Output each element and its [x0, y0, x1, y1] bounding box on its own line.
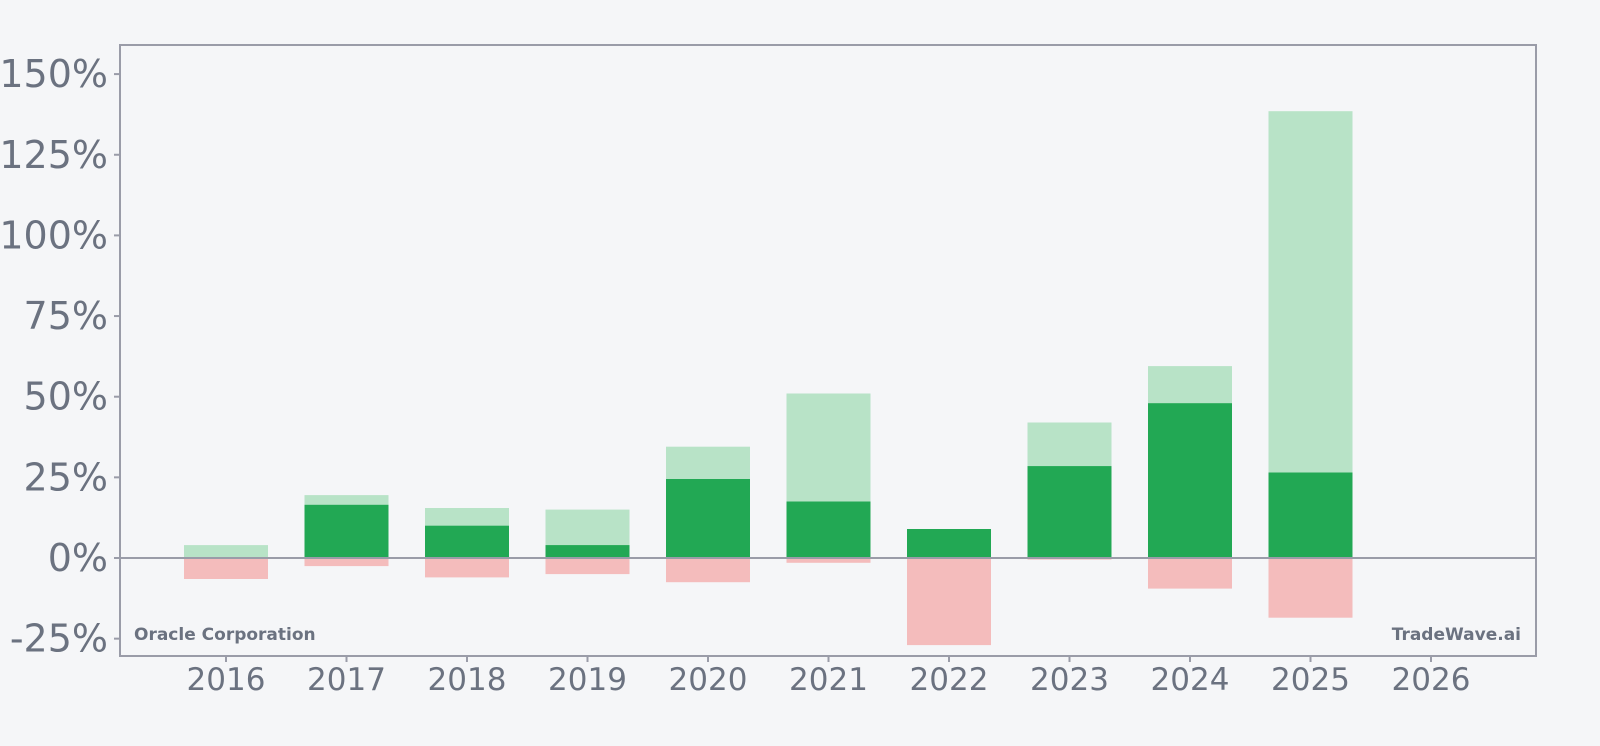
y-tick-label: 125% — [0, 133, 108, 177]
bar-annual-return-2017 — [304, 504, 389, 558]
bar-max-drawdown-2021 — [786, 558, 871, 563]
x-tick-label: 2025 — [1271, 662, 1350, 698]
bar-max-drawdown-2024 — [1148, 558, 1232, 589]
x-tick-label: 2026 — [1392, 662, 1471, 698]
bar-max-gain-2016 — [184, 545, 268, 558]
y-tick-label: 150% — [0, 52, 108, 96]
company-name-label: Oracle Corporation — [134, 625, 316, 645]
x-tick-label: 2023 — [1030, 662, 1109, 698]
x-tick-label: 2022 — [910, 662, 989, 698]
brand-watermark: TradeWave.ai — [1392, 625, 1521, 645]
bar-annual-return-2025 — [1268, 472, 1353, 558]
bars-layer — [184, 111, 1353, 646]
bar-annual-return-2022 — [907, 529, 991, 558]
y-tick-label: 100% — [0, 213, 108, 257]
bar-max-drawdown-2025 — [1268, 558, 1353, 618]
x-tick-label: 2020 — [669, 662, 748, 698]
x-tick-label: 2017 — [307, 662, 386, 698]
y-tick-label: 75% — [24, 294, 108, 338]
bar-annual-return-2021 — [786, 501, 871, 558]
bar-max-drawdown-2018 — [425, 558, 509, 578]
x-tick-label: 2024 — [1151, 662, 1230, 698]
y-tick-label: 50% — [24, 375, 108, 419]
bar-max-drawdown-2017 — [304, 558, 389, 567]
x-axis: 2016 2017 2018 2019 2020 2021 2022 2023 2024 2025… — [187, 656, 1471, 698]
y-tick-label: -25% — [10, 617, 108, 661]
bar-annual-return-2020 — [666, 479, 750, 558]
x-tick-label: 2018 — [428, 662, 507, 698]
bar-max-drawdown-2020 — [666, 558, 750, 583]
bar-max-drawdown-2022 — [907, 558, 991, 646]
x-tick-label: 2016 — [187, 662, 266, 698]
bar-annual-return-2018 — [425, 525, 509, 558]
y-tick-label: 0% — [48, 536, 108, 580]
bar-annual-return-2019 — [545, 545, 630, 558]
x-tick-label: 2019 — [548, 662, 627, 698]
bar-annual-return-2024 — [1148, 403, 1232, 558]
bar-max-drawdown-2019 — [545, 558, 630, 575]
bar-max-drawdown-2016 — [184, 558, 268, 579]
y-axis: 150% 125% 100% 75% 50% 25% 0% -25% — [0, 52, 120, 661]
y-tick-label: 25% — [24, 455, 108, 499]
bar-annual-return-2023 — [1027, 466, 1112, 558]
x-tick-label: 2021 — [789, 662, 868, 698]
